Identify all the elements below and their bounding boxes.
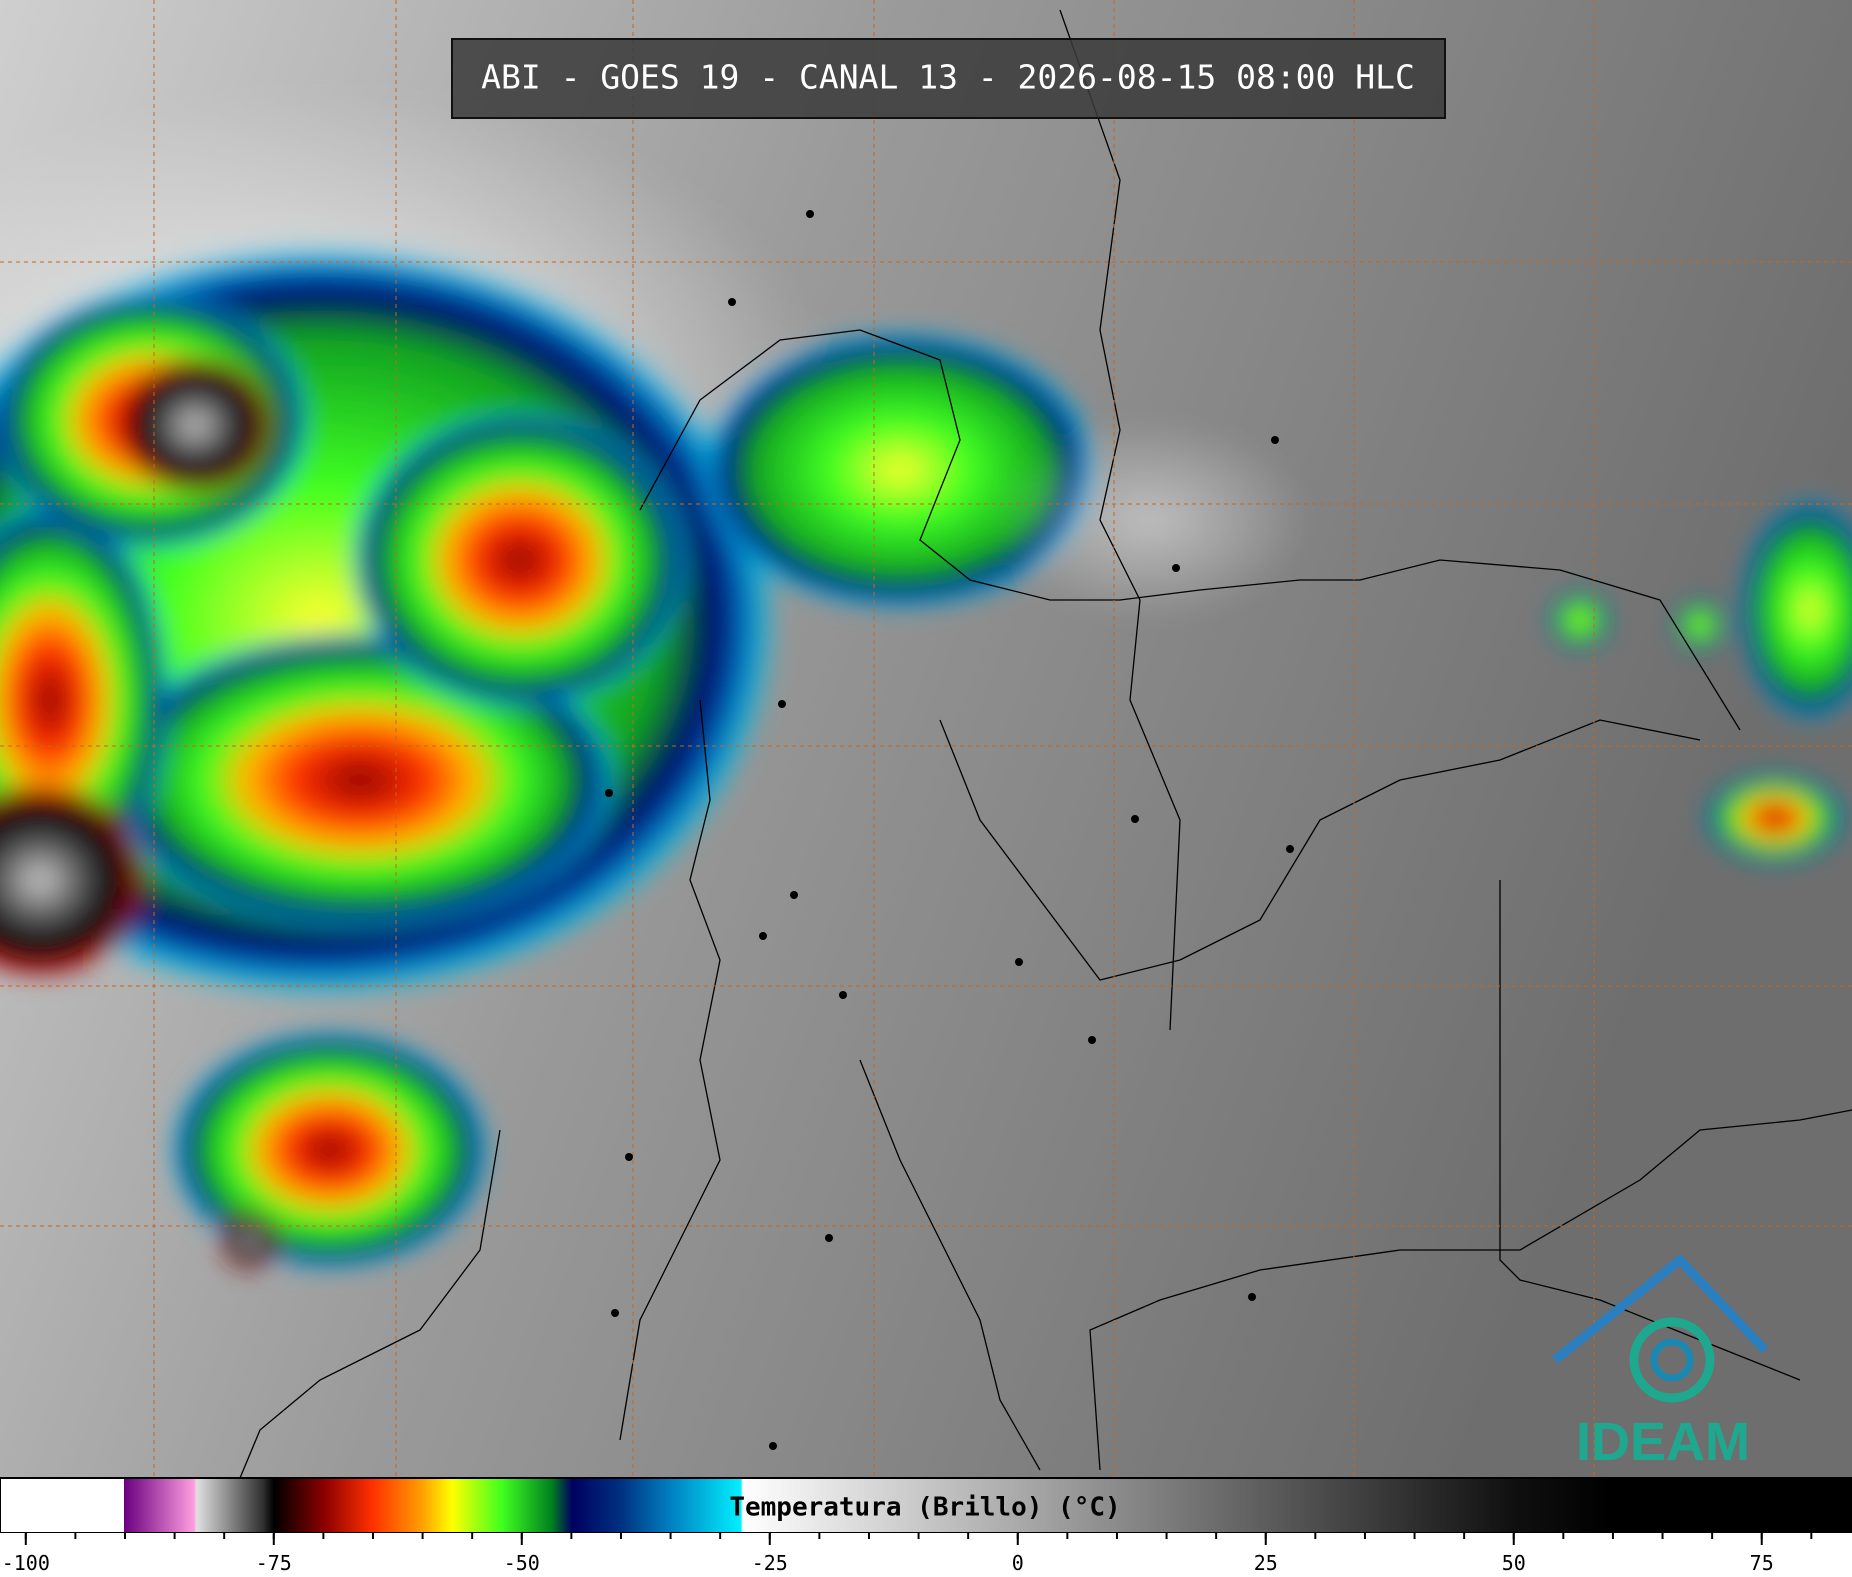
cloud xyxy=(1675,600,1725,650)
cloud-core xyxy=(115,355,275,495)
tick-label: 25 xyxy=(1254,1551,1278,1575)
tick-label: 50 xyxy=(1502,1551,1526,1575)
cloud-haze xyxy=(990,420,1310,620)
title: ABI - GOES 19 - CANAL 13 - 2026-08-15 08… xyxy=(481,58,1415,97)
city-dot xyxy=(1015,958,1023,966)
city-dot xyxy=(1271,436,1279,444)
graticule xyxy=(0,0,1852,1478)
colorbar xyxy=(0,1477,1852,1534)
cities xyxy=(605,210,1294,1450)
colorbar-label: Temperatura (Brillo) (°C) xyxy=(729,1493,1120,1523)
city-dot xyxy=(759,932,767,940)
tick-label: 75 xyxy=(1750,1551,1774,1575)
cloud-field xyxy=(0,90,1852,1270)
city-dot xyxy=(611,1309,619,1317)
border-line xyxy=(1089,1109,1852,1471)
logo: IDEAM xyxy=(1552,1253,1769,1472)
city-dot xyxy=(778,700,786,708)
city-dot xyxy=(825,1234,833,1242)
city-dot xyxy=(1172,564,1180,572)
border-line xyxy=(939,719,1701,981)
city-dot xyxy=(605,789,613,797)
colorbar-axis-background xyxy=(0,1533,1852,1577)
border-line xyxy=(239,1129,501,1479)
cloud xyxy=(170,1030,490,1270)
tick-label: -25 xyxy=(752,1551,788,1575)
title-box xyxy=(451,38,1446,119)
cloud xyxy=(1705,773,1845,863)
cloud-core xyxy=(0,780,150,980)
cloud xyxy=(1740,500,1852,720)
tick-label: -50 xyxy=(504,1551,540,1575)
city-dot xyxy=(1088,1036,1096,1044)
tick-label: -75 xyxy=(256,1551,292,1575)
city-dot xyxy=(790,891,798,899)
border-line xyxy=(619,699,721,1441)
city-dot xyxy=(769,1442,777,1450)
logo-swirl xyxy=(1650,1338,1694,1382)
tick-label: 0 xyxy=(1012,1551,1024,1575)
city-dot xyxy=(1286,845,1294,853)
city-dot xyxy=(839,991,847,999)
border-line xyxy=(1059,9,1181,1031)
border-line xyxy=(859,1059,1041,1471)
city-dot xyxy=(1248,1293,1256,1301)
logo-roof xyxy=(1552,1253,1769,1364)
tick-label: -100 xyxy=(2,1551,50,1575)
borders xyxy=(239,9,1852,1479)
city-dot xyxy=(1131,815,1139,823)
logo-text: IDEAM xyxy=(1576,1412,1750,1472)
city-dot xyxy=(625,1153,633,1161)
city-dot xyxy=(806,210,814,218)
city-dot xyxy=(728,298,736,306)
border-line xyxy=(639,329,1741,731)
cloud xyxy=(350,410,690,710)
logo-swirl xyxy=(1629,1317,1715,1403)
cloud xyxy=(1550,592,1610,648)
cloud-core xyxy=(220,1210,280,1270)
colorbar-axis: -100 -75 -50 -25 0 25 50 75 xyxy=(2,1533,1813,1575)
border-line xyxy=(1499,880,1801,1381)
